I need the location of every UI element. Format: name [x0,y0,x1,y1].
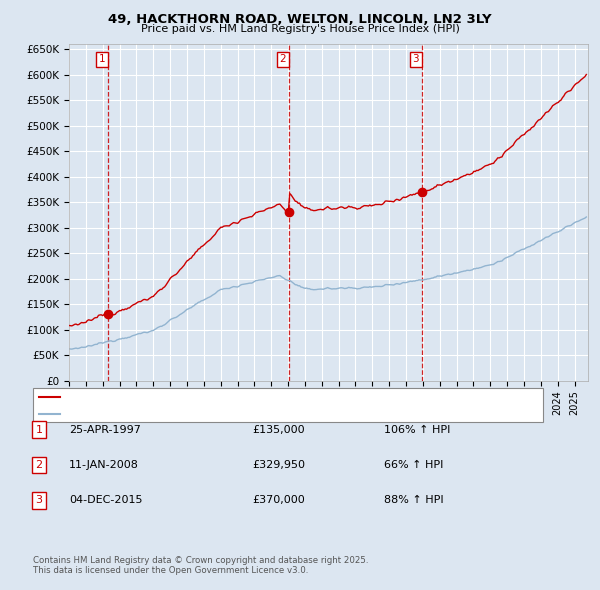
Text: 49, HACKTHORN ROAD, WELTON, LINCOLN, LN2 3LY (detached house): 49, HACKTHORN ROAD, WELTON, LINCOLN, LN2… [64,392,412,402]
Text: £329,950: £329,950 [252,460,305,470]
Text: Price paid vs. HM Land Registry's House Price Index (HPI): Price paid vs. HM Land Registry's House … [140,24,460,34]
Text: 2: 2 [280,54,286,64]
Text: 25-APR-1997: 25-APR-1997 [69,425,141,434]
Text: 2: 2 [35,460,43,470]
Text: £135,000: £135,000 [252,425,305,434]
Text: 66% ↑ HPI: 66% ↑ HPI [384,460,443,470]
Text: 88% ↑ HPI: 88% ↑ HPI [384,496,443,505]
Text: HPI: Average price, detached house, West Lindsey: HPI: Average price, detached house, West… [64,409,314,419]
Text: £370,000: £370,000 [252,496,305,505]
Text: 11-JAN-2008: 11-JAN-2008 [69,460,139,470]
Text: 1: 1 [99,54,106,64]
Text: 04-DEC-2015: 04-DEC-2015 [69,496,143,505]
Text: 3: 3 [412,54,419,64]
Text: 1: 1 [35,425,43,434]
Text: 106% ↑ HPI: 106% ↑ HPI [384,425,451,434]
Text: 49, HACKTHORN ROAD, WELTON, LINCOLN, LN2 3LY: 49, HACKTHORN ROAD, WELTON, LINCOLN, LN2… [108,13,492,26]
Text: 3: 3 [35,496,43,505]
Text: Contains HM Land Registry data © Crown copyright and database right 2025.
This d: Contains HM Land Registry data © Crown c… [33,556,368,575]
